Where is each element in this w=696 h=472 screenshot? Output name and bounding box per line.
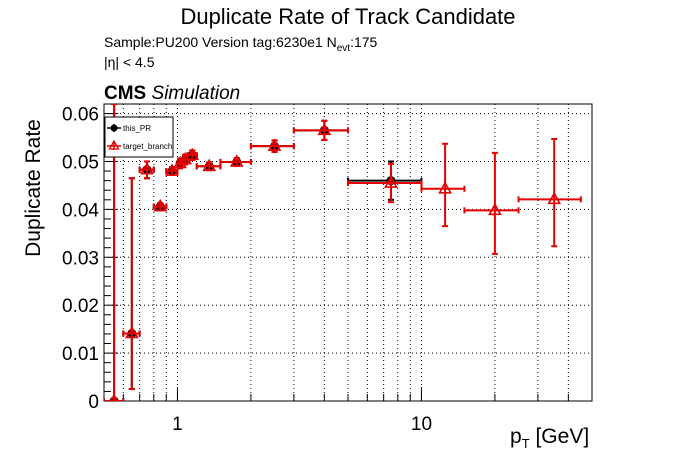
y-tick-label: 0.06	[62, 105, 99, 126]
chart-title: Duplicate Rate of Track Candidate	[180, 4, 516, 29]
y-tick-label: 0.04	[62, 200, 99, 221]
data-point	[317, 122, 332, 136]
series-target_branch	[104, 104, 582, 401]
data-point	[267, 138, 282, 151]
data-point	[384, 175, 398, 188]
data-point	[124, 325, 139, 339]
chart-subtitle-sample: Sample:PU200 Version tag:6230e1 Nevt:175	[104, 34, 377, 54]
y-tick-label: 0.03	[62, 248, 99, 269]
data-point	[438, 181, 452, 194]
grid-lines	[103, 104, 593, 401]
data-area	[104, 104, 582, 401]
data-point	[153, 198, 168, 212]
x-tick-label: 1	[172, 414, 183, 435]
subtitle-sample-text: Sample:PU200 Version tag:6230e1 N	[104, 34, 337, 50]
cms-label-bold: CMS	[104, 83, 147, 104]
data-point	[140, 161, 154, 175]
y-tick-label: 0.02	[62, 296, 99, 317]
legend: this_PR target_branch	[104, 116, 174, 158]
legend-marker	[110, 124, 118, 132]
legend-label: target_branch	[123, 142, 172, 151]
x-axis-label-main: p	[510, 425, 522, 448]
legend-label: this_PR	[123, 124, 151, 133]
cms-label: CMS Simulation	[104, 83, 240, 105]
y-tick-label: 0	[88, 392, 99, 413]
x-axis-label: pT [GeV]	[510, 425, 589, 451]
data-point	[109, 393, 119, 401]
legend-box	[104, 116, 174, 158]
subtitle-nevt-subscript: evt	[336, 42, 351, 54]
chart-subtitle-eta: |η| < 4.5	[104, 54, 155, 70]
axes-ticks: 0 0.01 0.02 0.03 0.04 0.05 0.06 1 10	[62, 103, 593, 435]
subtitle-nevt-value: :175	[350, 34, 378, 50]
data-point	[202, 158, 217, 172]
x-axis-label-sub: T	[521, 436, 530, 452]
y-tick-label: 0.05	[62, 152, 99, 173]
data-point	[185, 147, 200, 161]
x-tick-label: 10	[411, 414, 432, 435]
data-point	[547, 191, 562, 205]
data-point	[229, 154, 244, 167]
y-tick-label: 0.01	[62, 344, 99, 365]
data-point	[165, 163, 179, 176]
x-axis-label-unit: [GeV]	[529, 425, 590, 448]
legend-marker	[108, 139, 120, 150]
cms-simulation-label: Simulation	[151, 83, 241, 104]
data-point	[488, 202, 502, 216]
